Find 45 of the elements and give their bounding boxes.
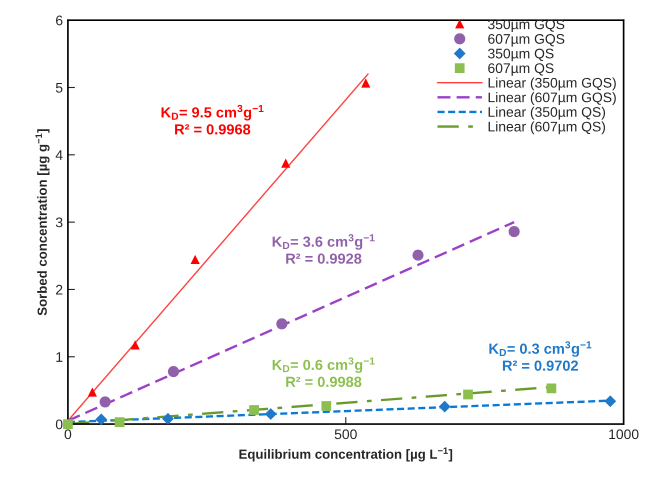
point — [88, 388, 97, 397]
point — [508, 226, 520, 238]
point — [162, 413, 174, 424]
legend-label: Linear (350µm QS) — [488, 106, 606, 120]
y-tick-label: 6 — [56, 16, 62, 26]
point — [463, 390, 473, 400]
point — [362, 79, 370, 88]
point — [249, 405, 259, 415]
x-tick-label: 500 — [334, 429, 357, 440]
point — [265, 408, 276, 420]
x-tick-label: 0 — [64, 429, 72, 440]
legend-label: Linear (607µm QS) — [488, 121, 606, 134]
y-tick-label: 3 — [56, 217, 62, 228]
text: K$_{D}$= 3.6 cm$^{3}$g$^{−1}$ R² = 0.9928 — [272, 234, 375, 264]
legend-label: 607µm QS — [488, 63, 554, 76]
y-tick-label: 4 — [56, 150, 63, 160]
legend-label: 607µm GQS — [488, 34, 564, 47]
point — [63, 419, 73, 429]
text: K$_{D}$= 0.3 cm$^{3}$g$^{−1}$ R² = 0.9702 — [489, 341, 592, 371]
point — [412, 250, 424, 261]
point — [282, 159, 290, 168]
text: K$_{D}$= 0.6 cm$^{3}$g$^{−1}$ R² = 0.9988 — [272, 357, 375, 387]
point — [191, 256, 200, 264]
x-tick-label: 1000 — [609, 429, 639, 440]
legend-label: 350µm GQS — [488, 19, 564, 32]
point — [96, 414, 107, 425]
point — [130, 341, 140, 350]
legend-label: Linear (607µm GQS) — [488, 92, 616, 106]
legend-label: Linear (350µm GQS) — [488, 77, 616, 90]
point — [114, 417, 124, 427]
point — [546, 384, 556, 394]
text: K$_{D}$= 9.5 cm$^{3}$g$^{−1}$ R² = 0.9968 — [162, 104, 264, 135]
y-tick-label: 0 — [56, 419, 63, 430]
point — [168, 366, 180, 378]
y-axis-title: Sorbed concentration [µg g$^{−1}$] — [36, 129, 50, 316]
y-tick-label: 1 — [56, 352, 62, 362]
point — [604, 396, 616, 407]
y-tick-label: 5 — [56, 82, 62, 93]
point — [439, 400, 450, 412]
y-tick-label: 2 — [56, 284, 62, 294]
point — [276, 318, 288, 330]
x-axis-title: Equilibrium concentration [µg L$^{−1}$] — [239, 447, 452, 462]
point — [321, 401, 332, 411]
legend-label: 350µm QS — [488, 48, 554, 62]
point — [100, 396, 111, 408]
